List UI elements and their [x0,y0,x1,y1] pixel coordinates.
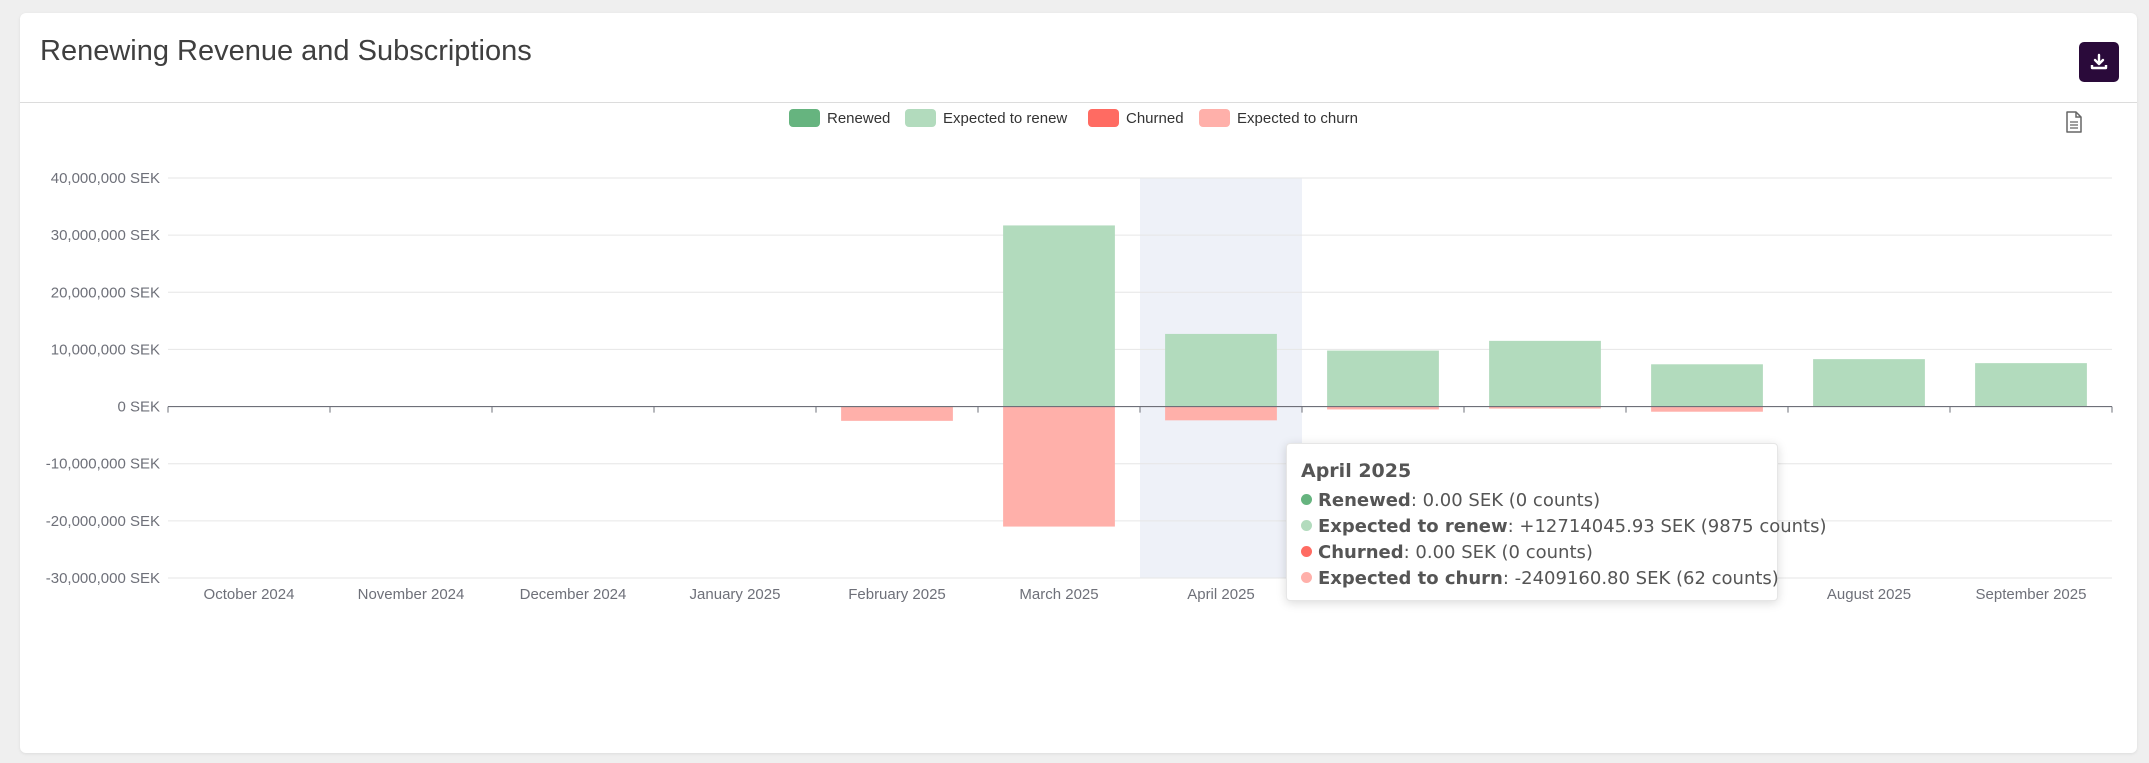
legend-label: Renewed [827,110,890,127]
legend-item-churned[interactable]: Churned [1088,109,1184,127]
x-axis: October 2024 November 2024 December 2024 Ja… [167,405,2113,603]
legend-item-renewed[interactable]: Renewed [789,109,890,127]
download-button[interactable] [2079,42,2119,82]
bar-expected-to-renew-march-2025[interactable] [1003,225,1115,407]
tooltip-row-expected-to-renew: Expected to renew: +12714045.93 SEK (987… [1301,514,1827,540]
bar-expected-to-renew-may-2025[interactable] [1327,350,1439,407]
legend-label: Expected to churn [1237,110,1358,127]
tooltip-title: April 2025 [1301,460,1412,482]
bar-expected-to-churn-february-2025[interactable] [841,406,953,421]
y-tick-label: 0 SEK [117,399,160,416]
document-icon[interactable] [2064,110,2084,134]
bar-expected-to-churn-july-2025[interactable] [1651,406,1763,412]
tooltip-row-churned: Churned: 0.00 SEK (0 counts) [1301,540,1763,566]
y-tick-label: -20,000,000 SEK [46,513,160,530]
tooltip-row-expected-to-churn: Expected to churn: -2409160.80 SEK (62 c… [1301,566,1779,592]
legend-item-expected-to-renew[interactable]: Expected to renew [905,109,1067,127]
y-tick-label: 20,000,000 SEK [51,284,160,301]
legend-label: Expected to renew [943,110,1067,127]
y-tick-label: -10,000,000 SEK [46,456,160,473]
x-tick-label: March 2025 [1019,586,1098,603]
x-tick-label: February 2025 [848,586,946,603]
bar-expected-to-churn-april-2025[interactable] [1165,406,1277,421]
chart-tooltip: April 2025 Renewed: 0.00 SEK (0 counts) … [1286,443,1827,601]
bar-expected-to-renew-august-2025[interactable] [1813,359,1925,407]
bar-expected-to-churn-march-2025[interactable] [1003,406,1115,527]
x-tick-label: October 2024 [204,586,295,603]
bar-expected-to-renew-july-2025[interactable] [1651,364,1763,407]
legend-swatch [789,109,820,127]
expected-to-renew-dot-icon [1301,520,1312,531]
grid-lines [168,177,2112,579]
x-tick-label: April 2025 [1187,586,1255,603]
page-title: Renewing Revenue and Subscriptions [40,35,532,67]
bars [841,225,2087,527]
legend-label: Churned [1126,110,1184,127]
y-tick-label: 10,000,000 SEK [51,341,160,358]
x-tick-label: January 2025 [690,586,781,603]
x-tick-label: August 2025 [1827,586,1911,603]
y-tick-label: -30,000,000 SEK [46,570,160,587]
expected-to-churn-dot-icon [1301,572,1312,583]
bar-expected-to-renew-april-2025[interactable] [1165,333,1277,407]
y-tick-label: 40,000,000 SEK [51,170,160,187]
bar-expected-to-churn-may-2025[interactable] [1327,406,1439,410]
download-icon [2090,53,2108,70]
bar-expected-to-renew-september-2025[interactable] [1975,363,2087,407]
x-tick-label: September 2025 [1976,586,2087,603]
legend-item-expected-to-churn[interactable]: Expected to churn [1199,109,1358,127]
tooltip-row-renewed: Renewed: 0.00 SEK (0 counts) [1301,488,1763,514]
x-tick-label: December 2024 [520,586,627,603]
legend-swatch [1088,109,1119,127]
y-axis: 40,000,000 SEK 30,000,000 SEK 20,000,000 S… [46,170,160,587]
legend-swatch [905,109,936,127]
bar-expected-to-churn-june-2025[interactable] [1489,406,1601,409]
card-header: Renewing Revenue and Subscriptions [20,13,2137,103]
legend-swatch [1199,109,1230,127]
renewed-dot-icon [1301,494,1312,505]
y-tick-label: 30,000,000 SEK [51,227,160,244]
x-tick-label: November 2024 [358,586,465,603]
legend: Renewed Expected to renew Churned Expected … [789,109,1358,127]
churned-dot-icon [1301,546,1312,557]
bar-expected-to-renew-june-2025[interactable] [1489,340,1601,407]
